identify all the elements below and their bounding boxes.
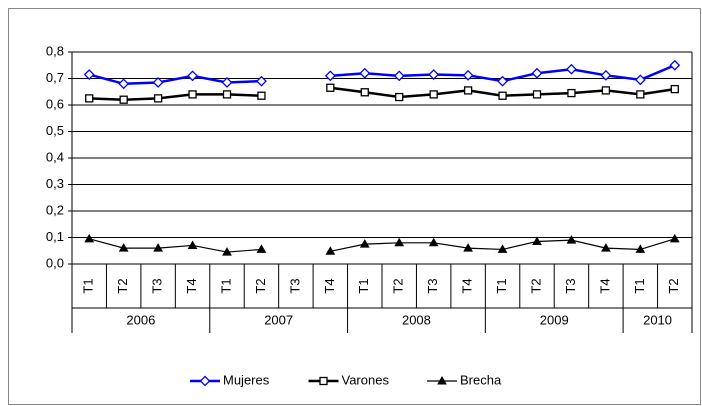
point: [359, 239, 370, 248]
point: [187, 240, 198, 249]
point: [567, 88, 576, 98]
x-tick-label: T3: [425, 278, 440, 293]
point: [393, 70, 405, 82]
x-group-label: 2007: [264, 312, 293, 327]
y-tick-label: 0,5: [46, 123, 64, 138]
point: [83, 69, 95, 80]
legend-label: Brecha: [460, 372, 502, 387]
x-tick-label: T1: [494, 278, 509, 293]
x-tick-label: T1: [356, 278, 371, 293]
point: [601, 243, 611, 252]
y-tick-label: 0,4: [46, 149, 64, 164]
point: [119, 95, 128, 104]
point: [360, 88, 369, 97]
x-tick-label: T2: [391, 278, 406, 293]
x-group-label: 2006: [126, 312, 155, 327]
point: [187, 70, 198, 82]
point: [152, 77, 164, 88]
point: [153, 94, 163, 103]
point: [394, 237, 405, 247]
point: [85, 94, 94, 103]
legend-marker: [199, 375, 211, 387]
y-tick-label: 0,3: [46, 176, 64, 191]
point: [428, 69, 440, 80]
point: [670, 84, 679, 94]
y-tick-label: 0,1: [46, 229, 64, 244]
y-tick-label: 0,6: [46, 96, 64, 111]
point: [532, 236, 542, 245]
point: [222, 247, 232, 256]
point: [669, 59, 681, 71]
x-tick-label: T4: [597, 278, 612, 293]
point: [188, 90, 197, 99]
point: [636, 90, 645, 99]
point: [635, 244, 646, 253]
point: [463, 86, 473, 95]
legend-label: Varones: [342, 372, 390, 387]
point: [601, 86, 611, 95]
x-tick-label: T4: [184, 278, 199, 293]
y-tick-label: 0,0: [46, 255, 64, 270]
x-group-label: 2008: [402, 312, 431, 327]
point: [497, 244, 508, 253]
point: [324, 70, 336, 82]
point: [222, 90, 232, 99]
x-tick-label: T4: [460, 278, 475, 293]
x-tick-label: T2: [253, 278, 268, 293]
x-tick-label: T2: [666, 278, 681, 293]
point: [566, 63, 577, 75]
point: [428, 237, 439, 247]
x-group-label: 2010: [643, 312, 672, 327]
point: [497, 75, 508, 87]
x-tick-label: T1: [81, 278, 96, 293]
point: [669, 233, 680, 243]
x-tick-label: T2: [115, 278, 130, 293]
point: [429, 90, 438, 99]
point: [256, 75, 267, 87]
x-tick-label: T4: [322, 278, 337, 293]
legend-marker: [437, 375, 447, 385]
point: [566, 235, 577, 244]
point: [118, 78, 130, 90]
x-tick-label: T3: [563, 278, 578, 293]
point: [84, 233, 95, 243]
point: [118, 243, 129, 252]
point: [257, 91, 266, 100]
point: [463, 243, 473, 252]
legend-label: Mujeres: [223, 372, 270, 387]
point: [395, 92, 404, 102]
x-tick-label: T2: [528, 278, 543, 293]
x-tick-label: T3: [150, 278, 165, 293]
y-tick-label: 0,2: [46, 202, 64, 217]
point: [600, 69, 612, 81]
x-tick-label: T1: [632, 278, 647, 293]
chart-frame: [8, 8, 701, 405]
point: [256, 244, 267, 253]
x-tick-label: T1: [218, 278, 233, 293]
legend-marker: [319, 376, 328, 386]
point: [221, 77, 233, 88]
point: [326, 83, 335, 92]
point: [532, 90, 542, 99]
point: [498, 91, 507, 100]
point: [634, 74, 646, 86]
point: [325, 246, 336, 255]
x-tick-label: T3: [287, 278, 302, 293]
point: [153, 243, 163, 252]
y-tick-label: 0,8: [46, 43, 64, 58]
point: [462, 69, 474, 81]
point: [531, 67, 543, 79]
point: [359, 67, 371, 79]
x-group-label: 2009: [540, 312, 569, 327]
y-tick-label: 0,7: [46, 70, 64, 85]
